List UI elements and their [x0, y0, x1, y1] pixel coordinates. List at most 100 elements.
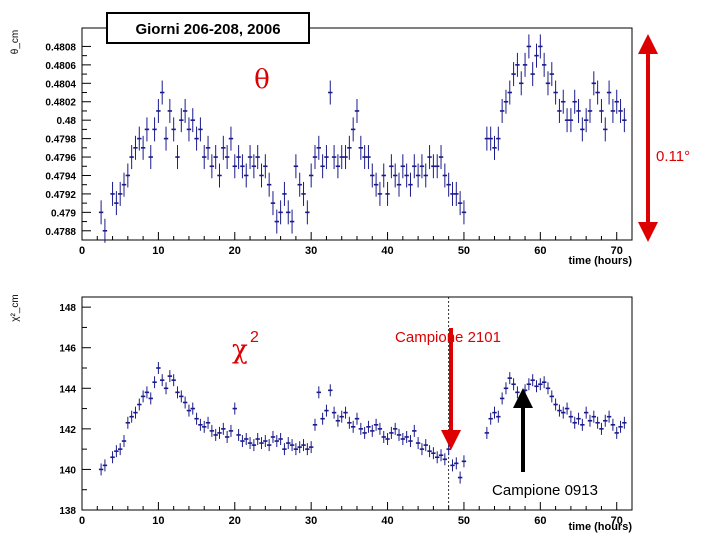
- theta-data-point: [557, 98, 562, 123]
- chi2-data-point: [205, 416, 211, 429]
- chi2-data-point: [583, 406, 589, 419]
- chi2-data-point: [140, 390, 146, 403]
- theta-data-point: [140, 135, 146, 160]
- chi2-chart-points: [98, 362, 627, 484]
- chi2-data-point: [347, 416, 352, 429]
- chi2-data-point: [507, 372, 512, 385]
- theta-data-point: [278, 200, 283, 225]
- theta-y-tick-label: 0.479: [51, 208, 76, 219]
- theta-data-point: [457, 191, 463, 216]
- theta-data-point: [198, 117, 203, 142]
- chi2-data-point: [278, 433, 283, 445]
- theta-x-tick-label: 30: [305, 245, 317, 257]
- chi2-data-point: [591, 410, 597, 423]
- range-label: 0.11°: [656, 148, 690, 165]
- chi2-data-point: [484, 426, 490, 439]
- chi2-y-tick-label: 138: [59, 506, 76, 517]
- chi2-data-point: [431, 447, 436, 460]
- theta-data-point: [182, 98, 188, 123]
- theta-data-point: [236, 145, 241, 170]
- chi2-x-tick-label: 40: [381, 515, 393, 527]
- chi2-data-point: [160, 374, 165, 387]
- chi2-data-point: [442, 453, 448, 466]
- theta-data-point: [538, 34, 543, 59]
- title-box: Giorni 206-208, 2006: [106, 12, 310, 44]
- theta-data-point: [583, 108, 589, 133]
- theta-data-point: [320, 154, 325, 179]
- theta-data-point: [282, 181, 287, 206]
- theta-data-point: [240, 154, 245, 179]
- theta-data-point: [328, 80, 333, 105]
- chi2-data-point: [137, 398, 142, 411]
- theta-x-tick-label: 10: [152, 245, 164, 257]
- theta-data-point: [423, 163, 428, 188]
- theta-data-point: [263, 154, 268, 179]
- theta-data-point: [385, 181, 390, 206]
- chi2-data-point: [308, 441, 314, 454]
- chi2-data-point: [538, 378, 543, 391]
- chi2-y-tick-label: 140: [59, 465, 76, 476]
- chi2-data-point: [133, 406, 138, 419]
- chi2-y-tick-label: 146: [59, 344, 76, 355]
- chi2-data-point: [545, 382, 551, 395]
- chi2-data-point: [179, 390, 184, 403]
- chi2-data-point: [461, 455, 467, 468]
- theta-x-tick-label: 50: [458, 245, 470, 257]
- theta-data-point: [209, 154, 215, 179]
- theta-data-point: [446, 172, 451, 197]
- theta-data-point: [492, 135, 497, 160]
- theta-data-point: [171, 117, 176, 142]
- theta-data-point: [186, 117, 192, 142]
- theta-data-point: [286, 200, 291, 225]
- theta-data-point: [125, 163, 131, 188]
- chi2-data-point: [415, 437, 421, 450]
- chi2-data-point: [259, 437, 264, 450]
- theta-data-point: [354, 98, 360, 123]
- chi2-data-point: [328, 384, 333, 397]
- theta-data-point: [274, 209, 279, 234]
- chi2-data-point: [335, 414, 341, 427]
- theta-data-point: [167, 98, 173, 123]
- theta-data-point: [595, 80, 600, 105]
- chi2-data-point: [198, 418, 203, 431]
- theta-data-point: [381, 163, 386, 188]
- theta-data-point: [194, 126, 199, 151]
- theta-data-point: [213, 145, 218, 170]
- chi2-data-point: [522, 384, 528, 397]
- theta-data-point: [507, 80, 512, 105]
- chi2-data-point: [152, 376, 157, 389]
- theta-data-point: [316, 135, 322, 160]
- chi2-data-point: [190, 402, 195, 415]
- theta-data-point: [553, 80, 558, 105]
- chi2-data-point: [358, 422, 364, 435]
- theta-y-tick-label: 0.4808: [45, 42, 76, 53]
- theta-y-tick-label: 0.4802: [45, 98, 76, 109]
- chi2-data-point: [572, 416, 577, 429]
- theta-data-point: [350, 117, 356, 142]
- theta-data-point: [576, 98, 581, 123]
- chi2-data-point: [247, 437, 253, 450]
- theta-data-point: [370, 163, 375, 188]
- theta-data-point: [144, 117, 150, 142]
- chi2-data-point: [114, 445, 119, 458]
- chi2-data-point: [236, 428, 241, 441]
- theta-x-axis-label: time (hours): [568, 255, 632, 267]
- theta-chart-points: [98, 34, 627, 243]
- chi2-data-point: [175, 386, 180, 399]
- theta-data-point: [259, 163, 264, 188]
- chi2-data-point: [301, 439, 306, 452]
- chi2-data-point: [263, 435, 268, 448]
- chi2-y-tick-label: 148: [59, 303, 76, 314]
- chi2-data-point: [419, 443, 425, 456]
- theta-data-point: [392, 163, 398, 188]
- chi2-data-point: [618, 420, 623, 433]
- theta-data-point: [102, 218, 108, 243]
- chi2-data-point: [492, 406, 497, 419]
- theta-data-point: [110, 181, 115, 206]
- chi2-data-point: [194, 412, 199, 425]
- theta-data-point: [499, 98, 505, 123]
- theta-data-point: [289, 209, 295, 234]
- chi2-data-point: [370, 424, 375, 437]
- theta-data-point: [228, 126, 234, 151]
